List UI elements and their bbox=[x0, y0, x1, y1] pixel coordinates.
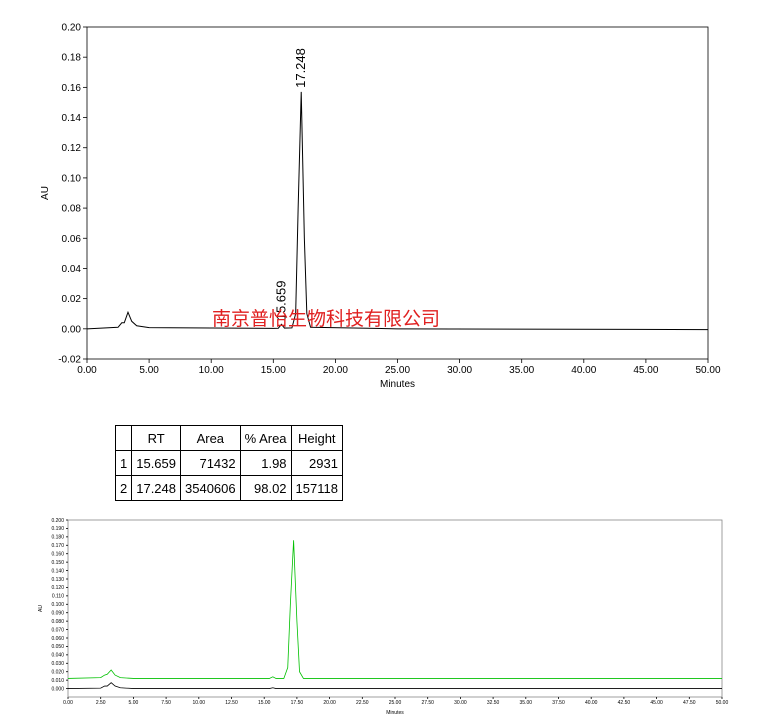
y-tick-label: 0.010 bbox=[51, 678, 64, 684]
table-cell: 17.248 bbox=[131, 475, 181, 501]
y-axis-label: AU bbox=[40, 186, 51, 200]
y-tick-label: 0.170 bbox=[51, 543, 64, 549]
x-tick-label: 25.00 bbox=[385, 365, 410, 376]
x-tick-label: 10.00 bbox=[193, 700, 206, 706]
table-cell: 98.02 bbox=[239, 475, 292, 501]
y-tick-label: 0.10 bbox=[62, 173, 82, 184]
y-tick-label: 0.140 bbox=[51, 568, 64, 574]
y-tick-label: 0.190 bbox=[51, 526, 64, 532]
x-tick-label: 0.00 bbox=[63, 700, 73, 706]
y-tick-label: 0.180 bbox=[51, 535, 64, 541]
y-tick-label: 0.060 bbox=[51, 636, 64, 642]
y-tick-label: 0.080 bbox=[51, 619, 64, 625]
y-tick-label: 0.110 bbox=[52, 594, 64, 600]
y-tick-label: 0.030 bbox=[51, 661, 64, 667]
y-tick-label: 0.050 bbox=[51, 644, 64, 650]
table-cell: 157118 bbox=[290, 475, 343, 501]
x-tick-label: 20.00 bbox=[323, 365, 348, 376]
header-row: RT Area% Area Height bbox=[114, 425, 343, 451]
table-cell: 15.659 bbox=[131, 450, 181, 476]
y-tick-label: 0.150 bbox=[51, 560, 64, 566]
y-tick-label: 0.200 bbox=[51, 518, 64, 524]
x-tick-label: 45.00 bbox=[650, 700, 663, 706]
watermark: 南京普怡生物科技有限公司 bbox=[212, 308, 440, 330]
y-tick-label: 0.20 bbox=[62, 23, 82, 34]
x-tick-label: 25.00 bbox=[389, 700, 402, 706]
peak-label: 17.248 bbox=[293, 48, 308, 88]
y-tick-label: 0.00 bbox=[62, 324, 82, 335]
x-tick-label: 40.00 bbox=[571, 365, 596, 376]
x-tick-label: 32.50 bbox=[487, 700, 500, 706]
column-header: % Area bbox=[239, 425, 292, 451]
x-tick-label: 37.50 bbox=[552, 700, 565, 706]
x-tick-label: 17.50 bbox=[291, 700, 304, 706]
table-row: 2 17.248 3540606 98.02 157118 bbox=[114, 475, 343, 501]
x-tick-label: 12.50 bbox=[225, 700, 238, 706]
x-tick-label: 2.50 bbox=[96, 700, 106, 706]
y-axis-label: AU bbox=[38, 605, 44, 612]
x-tick-label: 27.50 bbox=[421, 700, 434, 706]
y-tick-label: 0.130 bbox=[51, 577, 64, 583]
x-tick-label: 5.00 bbox=[129, 700, 139, 706]
x-tick-label: 45.00 bbox=[633, 365, 658, 376]
y-tick-label: -0.02 bbox=[58, 355, 81, 366]
trace bbox=[67, 540, 722, 679]
table-cell: 1 bbox=[114, 450, 133, 476]
table-cell: 2931 bbox=[290, 450, 343, 476]
table-cell: 2 bbox=[114, 475, 133, 501]
x-tick-label: 10.00 bbox=[199, 365, 224, 376]
y-tick-label: 0.16 bbox=[62, 83, 82, 94]
x-tick-label: 15.00 bbox=[258, 700, 271, 706]
trace bbox=[67, 682, 722, 689]
x-tick-label: 35.00 bbox=[509, 365, 534, 376]
x-tick-label: 30.00 bbox=[454, 700, 467, 706]
y-tick-label: 0.18 bbox=[62, 53, 82, 64]
x-tick-label: 50.00 bbox=[695, 365, 720, 376]
y-tick-label: 0.02 bbox=[62, 294, 82, 305]
x-axis-label: Minutes bbox=[380, 379, 415, 390]
plot-frame bbox=[67, 519, 723, 698]
trace bbox=[86, 91, 709, 331]
y-tick-label: 0.090 bbox=[51, 610, 64, 616]
y-tick-label: 0.040 bbox=[51, 653, 64, 659]
y-tick-label: 0.120 bbox=[51, 585, 64, 591]
y-tick-label: 0.160 bbox=[51, 551, 64, 557]
x-tick-label: 47.50 bbox=[683, 700, 696, 706]
table-cell: 1.98 bbox=[239, 450, 292, 476]
y-tick-label: 0.08 bbox=[62, 204, 82, 215]
x-tick-label: 30.00 bbox=[447, 365, 472, 376]
corner-cell bbox=[114, 425, 133, 451]
y-tick-label: 0.070 bbox=[51, 627, 64, 633]
y-tick-label: 0.000 bbox=[51, 686, 64, 692]
x-tick-label: 20.00 bbox=[323, 700, 336, 706]
x-tick-label: 40.00 bbox=[585, 700, 598, 706]
x-axis-label: Minutes bbox=[386, 710, 404, 716]
x-tick-label: 15.00 bbox=[261, 365, 286, 376]
table-cell: 3540606 bbox=[180, 475, 241, 501]
x-tick-label: 50.00 bbox=[716, 700, 729, 706]
column-header: Area bbox=[180, 425, 241, 451]
y-tick-label: 0.04 bbox=[62, 264, 82, 275]
x-tick-label: 22.50 bbox=[356, 700, 369, 706]
x-tick-label: 5.00 bbox=[139, 365, 159, 376]
y-tick-label: 0.06 bbox=[62, 234, 82, 245]
x-tick-label: 7.50 bbox=[161, 700, 171, 706]
x-tick-label: 35.00 bbox=[520, 700, 533, 706]
table-row: 1 15.659 71432 1.98 2931 bbox=[114, 450, 343, 476]
y-tick-label: 0.14 bbox=[62, 113, 82, 124]
y-tick-label: 0.020 bbox=[51, 669, 64, 675]
y-tick-label: 0.100 bbox=[51, 602, 64, 608]
peak-label: 15.659 bbox=[273, 281, 288, 321]
table-cell: 71432 bbox=[180, 450, 241, 476]
column-header: Height bbox=[290, 425, 343, 451]
column-header: RT bbox=[131, 425, 181, 451]
x-tick-label: 42.50 bbox=[618, 700, 631, 706]
y-tick-label: 0.12 bbox=[62, 143, 82, 154]
peak-table: RT Area% Area Height 1 15.659 71432 1.98 2931 2 1… bbox=[114, 425, 343, 501]
x-tick-label: 0.00 bbox=[77, 365, 97, 376]
